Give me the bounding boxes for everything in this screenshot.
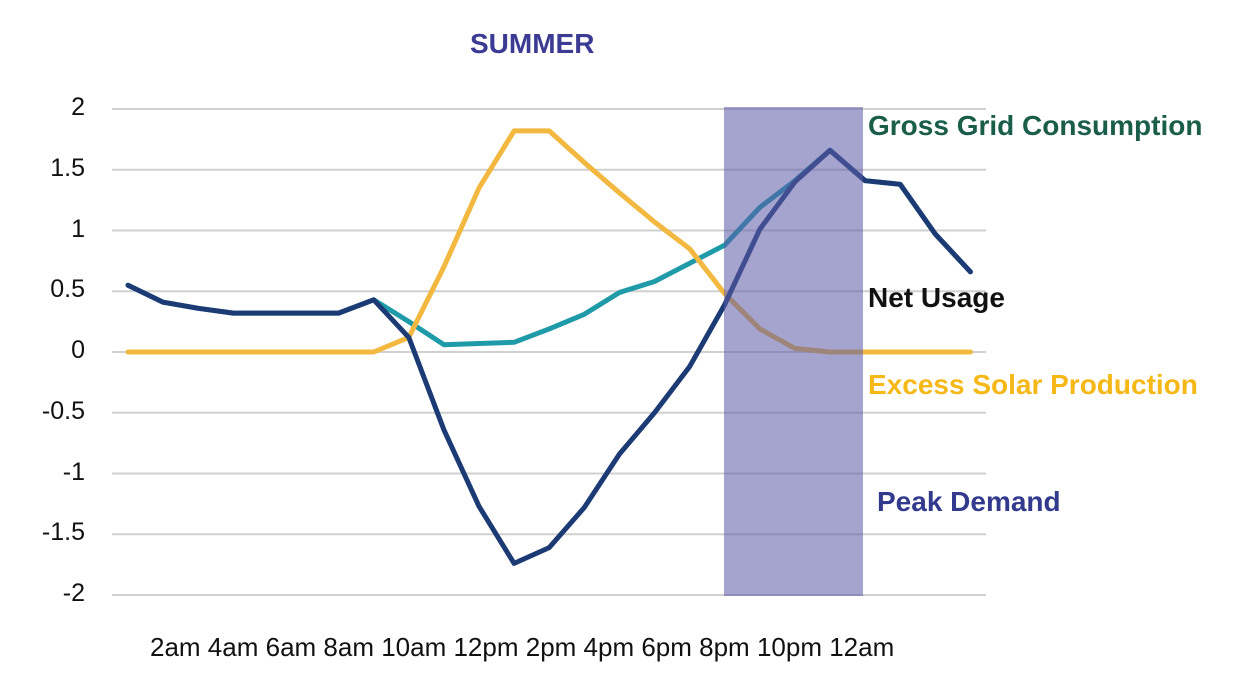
- label-peak-demand: Peak Demand: [877, 486, 1061, 517]
- y-tick-label: 0: [71, 336, 85, 364]
- label-excess-solar-production: Excess Solar Production: [868, 369, 1198, 400]
- y-tick-label: 2: [71, 93, 85, 121]
- y-tick-label: -1: [62, 457, 85, 486]
- y-tick-label: -1.5: [41, 518, 85, 547]
- label-net-usage: Net Usage: [868, 282, 1005, 313]
- y-tick-label: -0.5: [41, 396, 85, 425]
- label-gross-grid-consumption: Gross Grid Consumption: [868, 110, 1203, 141]
- y-tick-label: -2: [62, 579, 85, 607]
- y-tick-label: 0.5: [50, 275, 85, 304]
- y-tick-label: 1: [71, 214, 85, 243]
- peak-demand-band: [724, 107, 863, 596]
- chart-title: SUMMER: [470, 28, 595, 59]
- y-tick-label: 1.5: [50, 153, 85, 182]
- x-axis-labels: 2am 4am 6am 8am 10am 12pm 2pm 4pm 6pm 8p…: [150, 632, 895, 662]
